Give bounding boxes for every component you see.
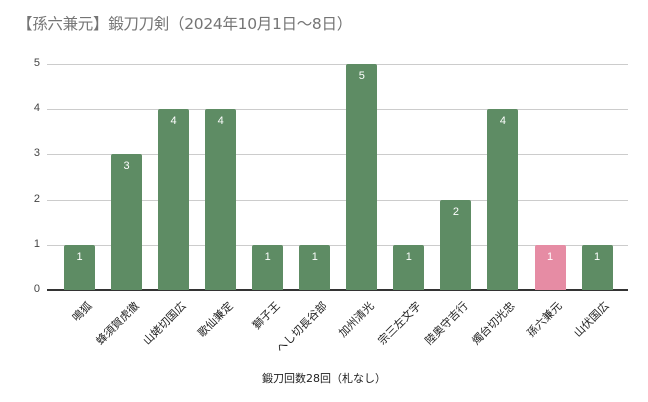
bar-value-label: 1	[593, 250, 601, 263]
bar[interactable]: 2	[440, 199, 472, 290]
bar-value-label: 2	[452, 205, 459, 218]
bar[interactable]: 1	[64, 244, 95, 290]
y-tick-label: 2	[33, 192, 40, 205]
bar-value-label: 4	[499, 115, 506, 128]
y-tick-label: 0	[33, 283, 40, 295]
x-tick-label: 山姥切国広	[140, 299, 189, 348]
bar[interactable]: 4	[487, 109, 519, 290]
x-tick-label: 燭台切光忠	[469, 299, 518, 348]
bar[interactable]: 1	[581, 244, 613, 290]
bar-value-label: 1	[76, 250, 83, 263]
plot-area: 1 3 4 4 1 1 5 1 2 4 1 1	[47, 64, 628, 291]
x-tick-label: 宗三左文字	[375, 299, 424, 348]
y-tick-label: 3	[33, 147, 40, 160]
gridline	[47, 244, 628, 246]
x-tick-label: 蜂須賀虎徹	[93, 299, 142, 348]
chart-title: 【孫六兼元】鍛刀刀剣（2024年10月1日～8日）	[17, 15, 352, 33]
gridline	[47, 154, 628, 156]
x-tick-label: 陸奥守吉行	[422, 299, 471, 348]
bar-value-label: 4	[217, 115, 224, 128]
y-tick-label: 4	[33, 102, 40, 115]
bar-value-label: 3	[123, 160, 130, 173]
bar-value-label: 1	[264, 250, 271, 263]
x-tick-label: 加州清光	[336, 299, 377, 340]
y-tick-label: 5	[33, 57, 40, 69]
bar[interactable]: 1	[252, 244, 284, 290]
gridline	[47, 199, 628, 201]
x-tick-label: 孫六兼元	[524, 299, 565, 340]
bar-value-label: 1	[405, 250, 412, 263]
bar[interactable]: 3	[111, 154, 143, 290]
x-tick-label: 歌仙兼定	[194, 299, 236, 340]
gridline	[47, 109, 628, 111]
bar-value-label: 5	[358, 70, 365, 82]
bar[interactable]: 4	[158, 109, 190, 290]
x-tick-label: 獅子王	[249, 299, 283, 332]
bar[interactable]: 1	[299, 244, 331, 290]
bar-value-label: 1	[311, 250, 318, 263]
x-axis-line	[47, 289, 628, 291]
bar-value-label: 1	[546, 250, 554, 263]
bar[interactable]: 1	[393, 244, 425, 290]
bar[interactable]: 1	[534, 244, 566, 290]
x-tick-label: 鳴狐	[69, 299, 95, 325]
bar[interactable]: 5	[346, 64, 378, 290]
bar[interactable]: 4	[205, 109, 237, 290]
x-axis-title: 鍛刀回数28回（札なし）	[262, 372, 386, 385]
gridline	[47, 64, 628, 65]
y-tick-label: 1	[33, 237, 40, 250]
bar-value-label: 4	[170, 115, 177, 128]
x-tick-label: 山伏国広	[571, 299, 612, 340]
